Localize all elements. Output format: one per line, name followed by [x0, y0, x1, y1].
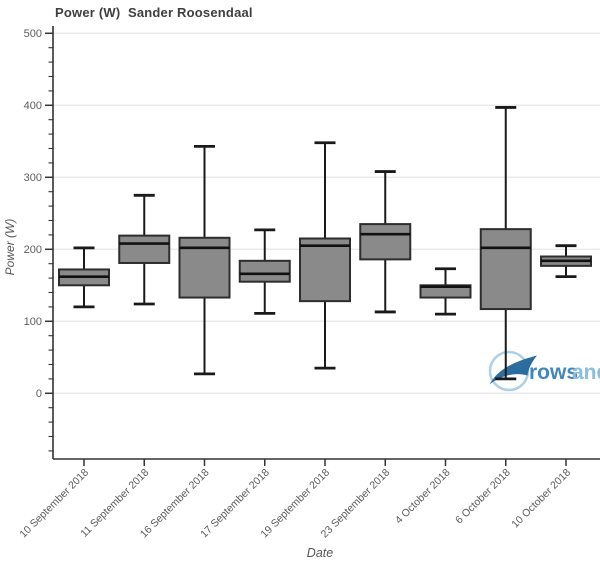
- y-tick-label: 200: [24, 244, 42, 256]
- box-rect: [238, 259, 291, 283]
- x-axis-title: Date: [307, 546, 333, 560]
- box-rect: [479, 228, 532, 311]
- box-23-september-2018[interactable]: [359, 170, 412, 314]
- box-10-october-2018[interactable]: [540, 244, 592, 279]
- box-10-september-2018[interactable]: [58, 246, 110, 309]
- y-tick-label: 0: [36, 388, 42, 400]
- box-17-september-2018[interactable]: [238, 228, 291, 315]
- y-tick-label: 400: [24, 100, 42, 112]
- chart-title: Power (W) Sander Roosendaal: [55, 5, 253, 20]
- box-4-october-2018[interactable]: [419, 267, 472, 316]
- y-tick-label: 100: [24, 316, 42, 328]
- box-rect: [299, 237, 351, 303]
- y-tick-label: 500: [24, 28, 42, 40]
- box-6-october-2018[interactable]: [479, 106, 532, 381]
- watermark-swoosh-icon: [489, 355, 537, 385]
- x-tick-label: 6 October 2018: [453, 467, 513, 527]
- watermark-logo: rows and: [488, 350, 600, 392]
- box-rect: [419, 284, 472, 299]
- x-tick-label: 4 October 2018: [393, 467, 453, 527]
- box-19-september-2018[interactable]: [299, 141, 351, 370]
- gridlines: [53, 32, 600, 394]
- y-tick-label: 300: [24, 172, 42, 184]
- box-rect: [359, 223, 412, 261]
- watermark-text-bold: rows: [529, 361, 578, 384]
- y-axis-title: Power (W): [3, 219, 17, 276]
- watermark-text-light: and: [572, 361, 600, 384]
- box-16-september-2018[interactable]: [178, 144, 231, 376]
- x-tick-label: 23 September 2018: [319, 467, 393, 541]
- box-rect: [118, 234, 171, 264]
- x-tick-label: 10 October 2018: [509, 467, 573, 531]
- box-series: [58, 106, 592, 381]
- box-11-september-2018[interactable]: [118, 193, 171, 306]
